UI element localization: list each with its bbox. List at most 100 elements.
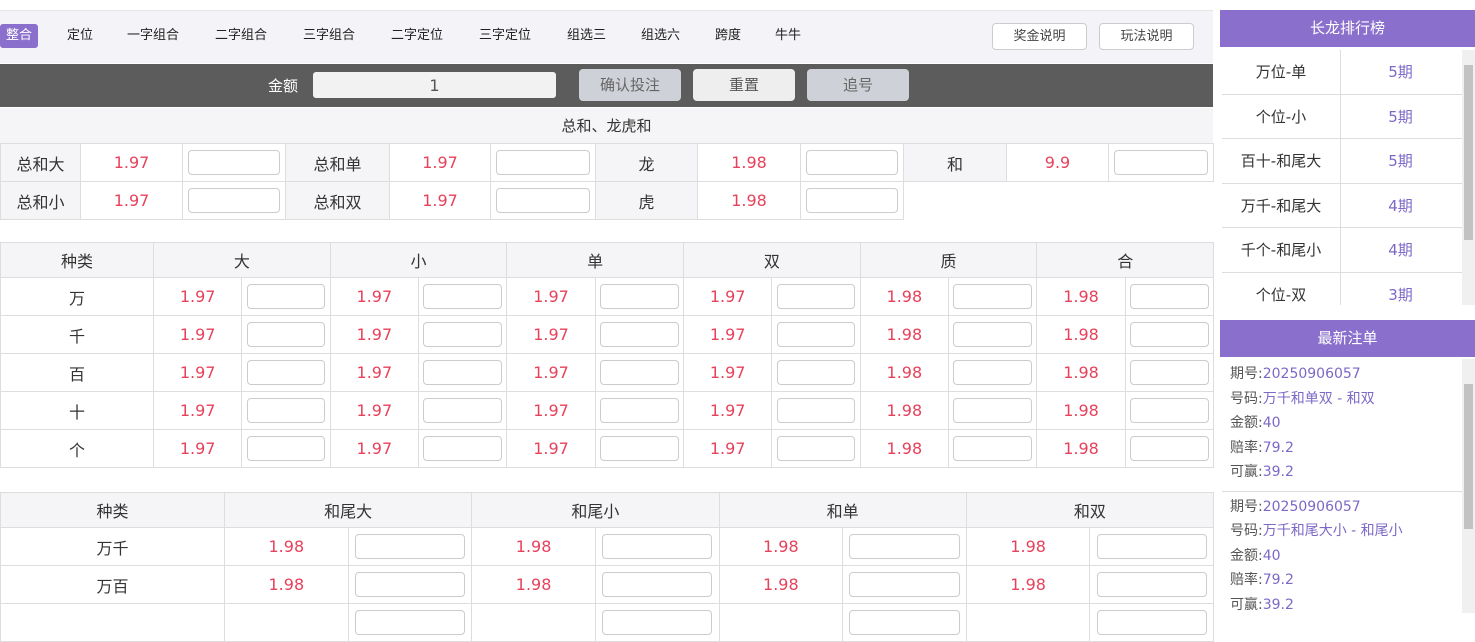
- bet-amount-input[interactable]: [602, 572, 713, 597]
- bet-amount-input[interactable]: [953, 436, 1032, 461]
- bet-input-cell: [842, 527, 967, 566]
- bets-scrollbar[interactable]: [1462, 359, 1475, 613]
- prize-info-button[interactable]: 奖金说明: [992, 23, 1087, 50]
- bet-amount-input[interactable]: [600, 322, 679, 347]
- odds-value: 1.97: [329, 277, 420, 316]
- bet-amount-input[interactable]: [953, 322, 1032, 347]
- bet-amount-input[interactable]: [776, 436, 856, 461]
- bet-input-cell: [594, 429, 685, 468]
- bet-input-cell: [948, 429, 1038, 468]
- ranking-scrollbar[interactable]: [1462, 50, 1475, 305]
- bet-input-cell: [241, 277, 331, 316]
- ranking-list: 万位-单 5期 个位-小 5期 百十-和尾大 5期 万千-和尾大 4期 千个-和尾小 4期 个位-双…: [1222, 50, 1462, 305]
- bet-amount-input[interactable]: [1130, 284, 1209, 309]
- bet-amount-input[interactable]: [776, 398, 856, 423]
- row-label: 万千: [0, 527, 225, 566]
- bet-amount-input[interactable]: [600, 436, 679, 461]
- tab-2[interactable]: 一字组合: [127, 28, 180, 43]
- odds-value: 1.97: [506, 315, 596, 354]
- bet-amount-input[interactable]: [806, 150, 898, 175]
- bet-amount-input[interactable]: [776, 322, 856, 347]
- bet-amount-input[interactable]: [600, 360, 679, 385]
- bet-input-cell: [594, 353, 685, 392]
- tab-10[interactable]: 牛牛: [775, 28, 802, 43]
- bet-amount-input[interactable]: [849, 534, 960, 559]
- bet-amount-input[interactable]: [953, 284, 1032, 309]
- bet-amount-input[interactable]: [1130, 360, 1209, 385]
- amount-input[interactable]: [313, 72, 556, 98]
- reset-button[interactable]: 重置: [693, 69, 795, 101]
- bet-input-cell: [842, 565, 967, 604]
- tab-0[interactable]: 整合: [0, 24, 39, 48]
- bet-amount-input[interactable]: [423, 284, 502, 309]
- confirm-bet-button[interactable]: 确认投注: [579, 69, 681, 101]
- latest-bets-list: 期号:20250906057 号码:万千和单双 - 和双 金额:40 赔率:79.2 可…: [1222, 359, 1462, 613]
- bet-amount-input[interactable]: [423, 436, 502, 461]
- bet-amount-input[interactable]: [849, 610, 960, 635]
- tab-1[interactable]: 定位: [67, 28, 94, 43]
- bet-input-cell: [417, 277, 508, 316]
- bet-amount-input[interactable]: [246, 398, 326, 423]
- bet-amount-input[interactable]: [602, 610, 713, 635]
- bet-amount-input[interactable]: [246, 322, 326, 347]
- bet-amount-input[interactable]: [354, 534, 466, 559]
- rules-button[interactable]: 玩法说明: [1099, 23, 1194, 50]
- main-panel: 整合 定位 一字组合 二字组合 三字组合 二字定位 三字定位 组选三 组选六 跨度 牛牛 奖金说明 玩法…: [0, 10, 1215, 642]
- bet-rate-line: 赔率:79.2: [1230, 436, 1454, 461]
- bet-amount-input[interactable]: [776, 284, 856, 309]
- bet-amount-input[interactable]: [1130, 322, 1209, 347]
- bet-amount-input[interactable]: [246, 360, 326, 385]
- odds-value: 1.97: [152, 391, 243, 430]
- column-header: 质: [859, 242, 1038, 278]
- bet-amount-input[interactable]: [246, 436, 326, 461]
- bet-amount-input[interactable]: [1130, 436, 1209, 461]
- bet-input-cell: [948, 353, 1038, 392]
- tab-8[interactable]: 组选六: [641, 28, 681, 43]
- bet-entry: 期号:20250906057 号码:万千和尾大小 - 和尾小 金额:40 赔率:79.…: [1222, 492, 1462, 614]
- bet-input-cell: [771, 315, 861, 354]
- row-label: 十: [0, 391, 154, 430]
- bet-amount-input[interactable]: [849, 572, 960, 597]
- tab-9[interactable]: 跨度: [715, 28, 742, 43]
- bet-amount-input[interactable]: [776, 360, 856, 385]
- bet-amount-input[interactable]: [496, 188, 590, 213]
- bet-amount-input[interactable]: [496, 150, 590, 175]
- odds-value: 1.97: [329, 391, 420, 430]
- bet-input-cell: [241, 391, 331, 430]
- bet-rate-value: 79.2: [1262, 572, 1294, 588]
- bet-amount-input[interactable]: [354, 572, 466, 597]
- bet-label: 虎: [595, 181, 698, 220]
- ranking-name: 万千-和尾大: [1222, 183, 1341, 227]
- bet-amount-input[interactable]: [1096, 534, 1207, 559]
- odds-value: 1.98: [697, 181, 801, 220]
- bet-amount-input[interactable]: [953, 398, 1032, 423]
- bet-amount-input[interactable]: [953, 360, 1032, 385]
- bet-rate-line: 赔率:79.2: [1230, 568, 1454, 593]
- odds-value: 1.97: [683, 353, 773, 392]
- odds-value: 1.97: [683, 315, 773, 354]
- bet-amount-input[interactable]: [1096, 610, 1207, 635]
- bet-amount-input[interactable]: [600, 284, 679, 309]
- bet-amount-input[interactable]: [188, 188, 280, 213]
- bet-amount-input[interactable]: [423, 398, 502, 423]
- chase-number-button[interactable]: 追号: [807, 69, 909, 101]
- bet-amount-input[interactable]: [600, 398, 679, 423]
- bet-amount-input[interactable]: [1114, 150, 1208, 175]
- bet-amount-input[interactable]: [602, 534, 713, 559]
- bet-amount-input[interactable]: [246, 284, 326, 309]
- bet-amount-input[interactable]: [188, 150, 280, 175]
- bet-amount-input[interactable]: [1130, 398, 1209, 423]
- bet-input-cell: [1124, 315, 1215, 354]
- tab-3[interactable]: 二字组合: [215, 28, 268, 43]
- bet-input-cell: [417, 353, 508, 392]
- bet-amount-input[interactable]: [423, 360, 502, 385]
- bet-amount-input[interactable]: [806, 188, 898, 213]
- tab-4[interactable]: 三字组合: [303, 28, 356, 43]
- tab-7[interactable]: 组选三: [567, 28, 607, 43]
- bet-amount-input[interactable]: [354, 610, 466, 635]
- bet-amount-input[interactable]: [1096, 572, 1207, 597]
- table-row: 十 1.97 1.97 1.97 1.97 1.98 1.98: [0, 391, 1215, 430]
- tab-5[interactable]: 二字定位: [391, 28, 444, 43]
- tab-6[interactable]: 三字定位: [479, 28, 532, 43]
- bet-amount-input[interactable]: [423, 322, 502, 347]
